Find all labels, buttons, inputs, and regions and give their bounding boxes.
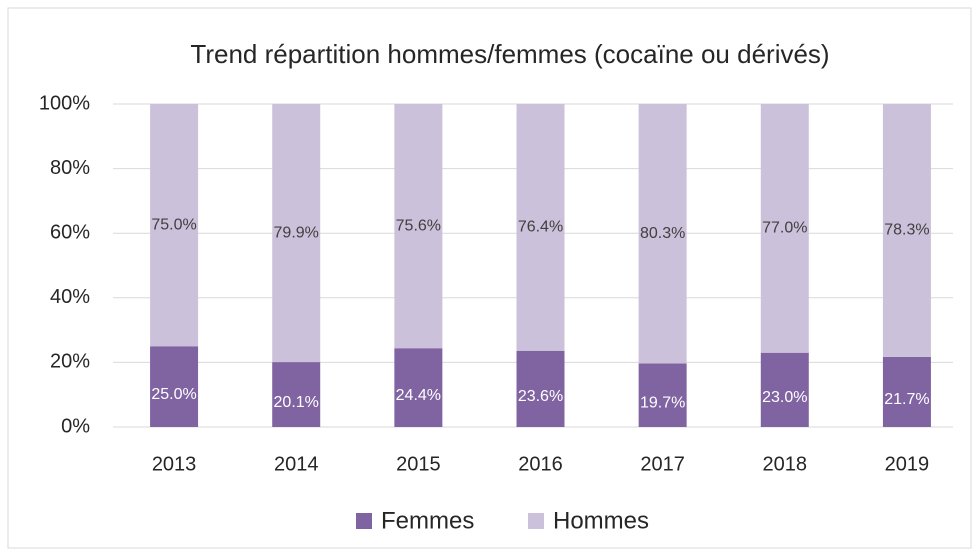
y-tick-label: 0% xyxy=(61,415,90,437)
bar-segment xyxy=(272,104,321,363)
data-label: 19.7% xyxy=(640,394,685,411)
x-tick-label: 2017 xyxy=(640,453,685,475)
data-label: 25.0% xyxy=(151,386,196,403)
bar-segment xyxy=(394,104,443,349)
bar-segment xyxy=(394,348,443,427)
legend-label: Femmes xyxy=(381,507,474,534)
x-tick-label: 2018 xyxy=(763,453,808,475)
legend-swatch xyxy=(528,513,544,529)
x-tick-label: 2014 xyxy=(274,453,319,475)
bar-segment xyxy=(516,104,565,351)
chart-title: Trend répartition hommes/femmes (cocaïne… xyxy=(190,39,829,69)
data-label: 23.0% xyxy=(762,389,807,406)
y-tick-label: 20% xyxy=(50,351,90,373)
x-tick-label: 2019 xyxy=(885,453,930,475)
x-tick-label: 2016 xyxy=(518,453,563,475)
bar-segment xyxy=(882,356,931,427)
legend-swatch xyxy=(356,513,372,529)
data-label: 76.4% xyxy=(518,219,563,236)
bar-segment xyxy=(150,346,199,427)
legend-label: Hommes xyxy=(553,507,649,534)
bar-segment xyxy=(272,362,321,427)
bar-segment xyxy=(150,104,199,347)
data-label: 75.0% xyxy=(151,216,196,233)
data-label: 80.3% xyxy=(640,225,685,242)
y-tick-label: 60% xyxy=(50,221,90,243)
bar-segment xyxy=(516,350,565,427)
y-tick-label: 100% xyxy=(39,92,90,114)
bar-segment xyxy=(760,104,809,353)
data-label: 21.7% xyxy=(884,391,929,408)
y-tick-label: 80% xyxy=(50,157,90,179)
bar-segment xyxy=(760,352,809,427)
bar-segment xyxy=(638,104,687,364)
data-label: 79.9% xyxy=(274,224,319,241)
data-label: 24.4% xyxy=(396,387,441,404)
x-tick-label: 2015 xyxy=(396,453,441,475)
data-label: 23.6% xyxy=(518,388,563,405)
y-tick-label: 40% xyxy=(50,286,90,308)
bar-segment xyxy=(882,104,931,357)
data-label: 75.6% xyxy=(396,217,441,234)
data-label: 78.3% xyxy=(884,222,929,239)
bar-segment xyxy=(638,363,687,427)
data-label: 77.0% xyxy=(762,220,807,237)
x-tick-label: 2013 xyxy=(152,453,197,475)
data-label: 20.1% xyxy=(274,394,319,411)
